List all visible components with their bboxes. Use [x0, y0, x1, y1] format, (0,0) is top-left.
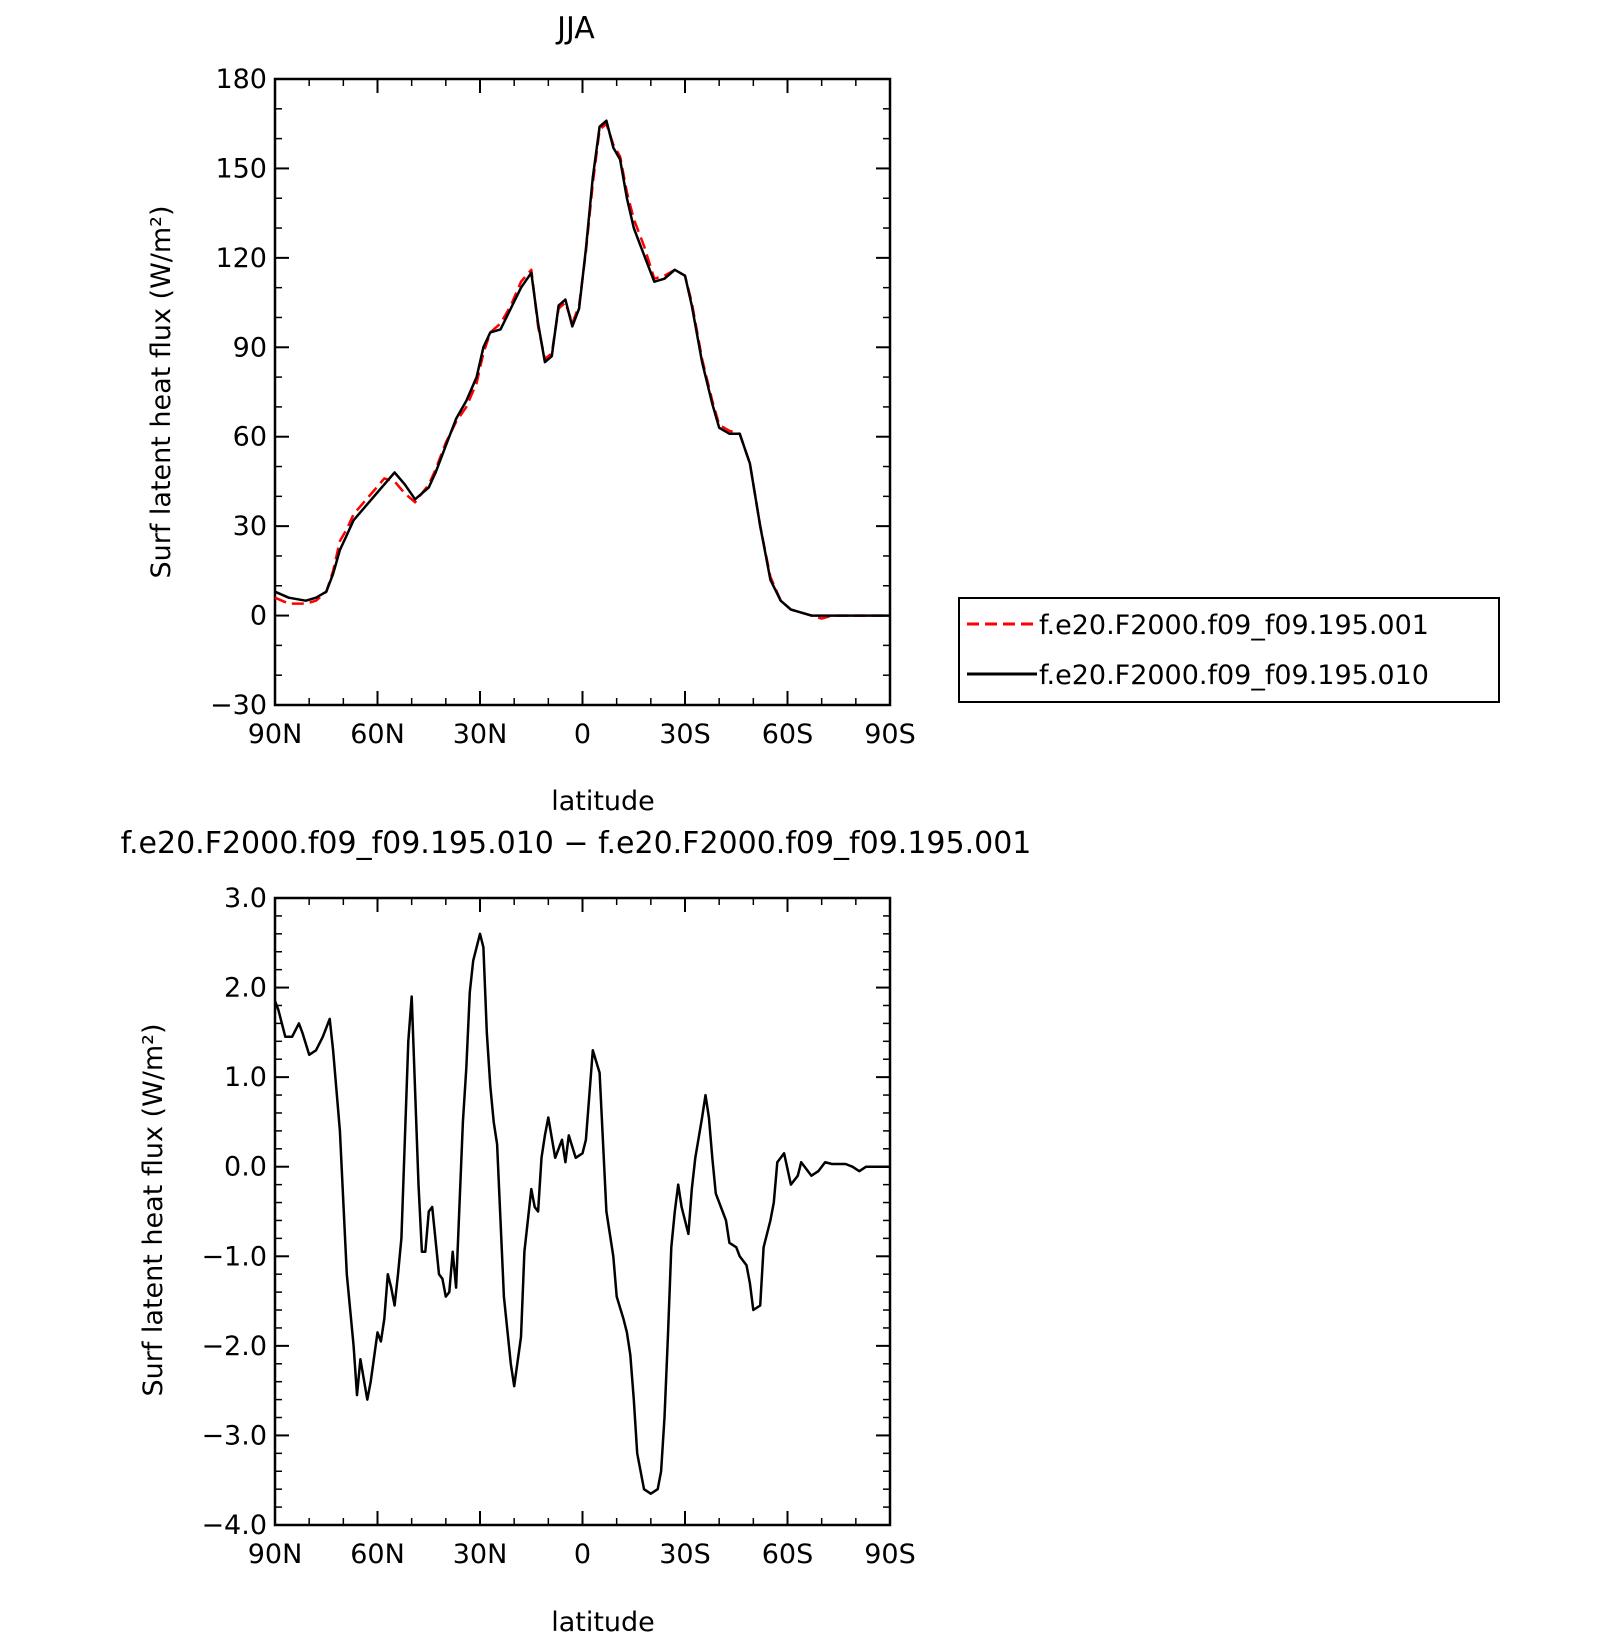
- top-y-tick-label: 60: [233, 422, 267, 453]
- bottom-y-tick-label: 3.0: [224, 883, 267, 914]
- legend-label-series-2: f.e20.F2000.f09_f09.195.010: [1039, 660, 1429, 691]
- bottom-x-tick-label: 30S: [659, 1539, 711, 1570]
- bottom-x-axis-label: latitude: [551, 1607, 655, 1635]
- top-y-tick-label: 180: [215, 64, 267, 95]
- top-y-tick-label: 0: [250, 601, 267, 632]
- bottom-y-tick-label: −2.0: [201, 1331, 267, 1362]
- top-y-tick-labels: −30 0 30 60 90 120 150 180: [210, 64, 267, 721]
- top-y-tick-label: 120: [215, 243, 267, 274]
- top-x-tick-label: 30S: [659, 719, 711, 750]
- top-x-tick-label: 90N: [248, 719, 303, 750]
- top-x-tick-label: 30N: [453, 719, 508, 750]
- bottom-axis-ticks: [274, 897, 891, 1526]
- top-chart-title: JJA: [555, 11, 595, 46]
- bottom-x-tick-labels: 90N 60N 30N 0 30S 60S 90S: [248, 1539, 916, 1570]
- bottom-x-tick-label: 0: [574, 1539, 591, 1570]
- top-x-tick-label: 60N: [350, 719, 405, 750]
- bottom-x-tick-label: 90S: [864, 1539, 916, 1570]
- top-x-tick-labels: 90N 60N 30N 0 30S 60S 90S: [248, 719, 916, 750]
- top-x-tick-label: 60S: [762, 719, 814, 750]
- bottom-y-tick-label: 2.0: [224, 973, 267, 1004]
- bottom-x-tick-label: 30N: [453, 1539, 508, 1570]
- bottom-y-tick-label: −3.0: [201, 1420, 267, 1451]
- top-y-tick-label: 90: [233, 332, 267, 363]
- bottom-chart-title: f.e20.F2000.f09_f09.195.010 − f.e20.F200…: [121, 826, 1032, 861]
- legend: f.e20.F2000.f09_f09.195.001 f.e20.F2000.…: [958, 597, 1500, 703]
- legend-label-series-1: f.e20.F2000.f09_f09.195.001: [1039, 610, 1429, 641]
- top-y-tick-label: 30: [233, 511, 267, 542]
- top-series-lines: [274, 119, 890, 620]
- bottom-y-axis-label: Surf latent heat flux (W/m²): [138, 1023, 169, 1396]
- bottom-x-tick-label: 90N: [248, 1539, 303, 1570]
- top-x-tick-label: 0: [574, 719, 591, 750]
- bottom-x-tick-label: 60S: [762, 1539, 814, 1570]
- bottom-y-tick-labels: −4.0 −3.0 −2.0 −1.0 0.0 1.0 2.0 3.0: [201, 883, 267, 1541]
- bottom-plot-frame: [273, 896, 892, 1527]
- bottom-panel: f.e20.F2000.f09_f09.195.010 − f.e20.F200…: [121, 826, 1032, 1635]
- legend-box: [958, 597, 1500, 703]
- bottom-y-tick-label: −1.0: [201, 1241, 267, 1272]
- top-axis-ticks: [274, 78, 891, 706]
- top-panel: JJA 90N 60N 30N 0 30S 60S 90S −30 0 30 60 90 120 150…: [146, 11, 916, 817]
- top-x-axis-label: latitude: [551, 786, 655, 817]
- bottom-x-tick-label: 60N: [350, 1539, 405, 1570]
- bottom-y-tick-label: −4.0: [201, 1510, 267, 1541]
- top-series-line-2: [274, 119, 890, 617]
- top-y-tick-label: 150: [215, 153, 267, 184]
- top-x-tick-label: 90S: [864, 719, 916, 750]
- bottom-y-tick-label: 1.0: [224, 1062, 267, 1093]
- top-y-axis-label: Surf latent heat flux (W/m²): [146, 205, 177, 578]
- bottom-y-tick-label: 0.0: [224, 1152, 267, 1183]
- bottom-series-lines: [273, 932, 890, 1495]
- top-y-tick-label: −30: [210, 690, 267, 721]
- bottom-series-line-1: [273, 932, 890, 1495]
- top-series-line-1: [274, 122, 890, 620]
